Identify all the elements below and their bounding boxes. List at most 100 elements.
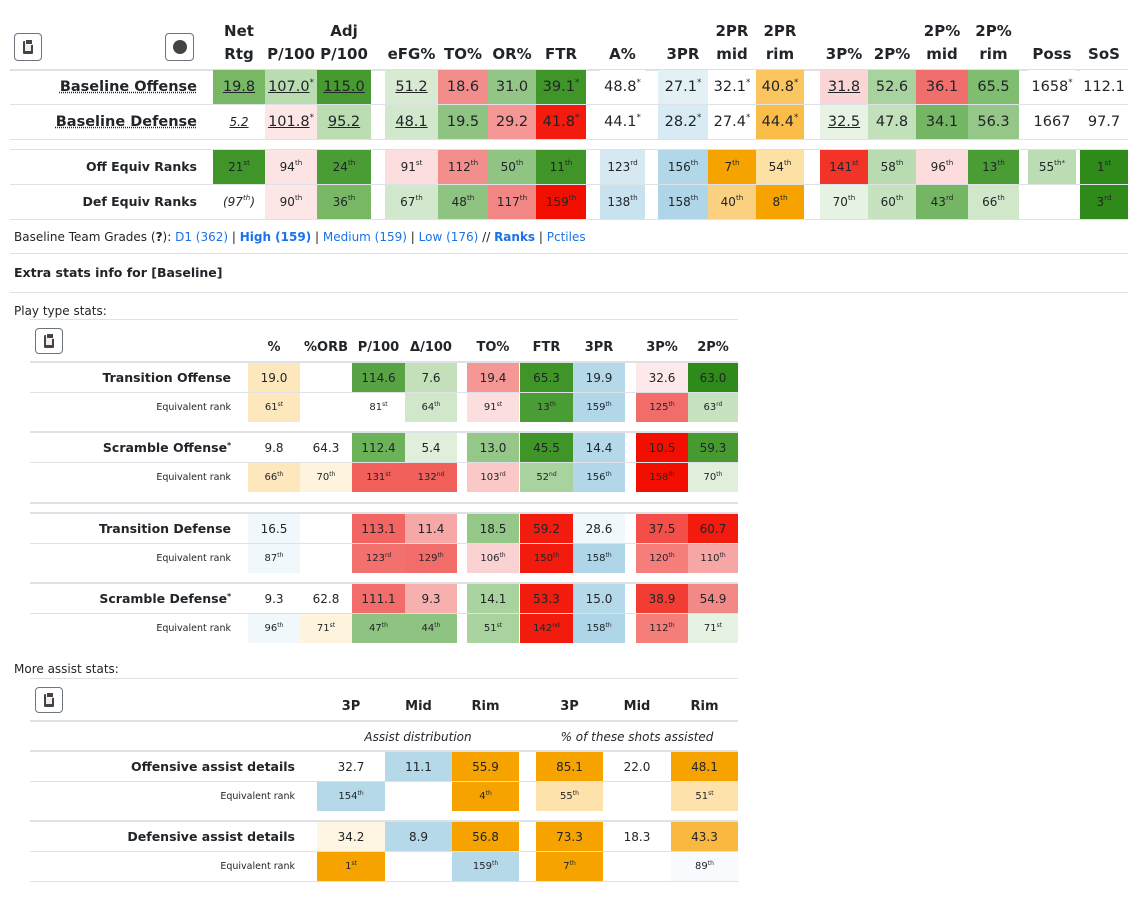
row-divider [10,104,1128,105]
column-header-line1 [600,20,645,43]
stat-cell: 55.9 [452,752,519,781]
stat-cell: 14.1 [467,584,519,613]
grades-help[interactable]: ? [155,230,163,244]
column-header: % [267,340,281,355]
clipboard-icon [44,691,54,707]
row-divider [30,361,738,363]
column-header: Mid [405,699,432,714]
column-header-line1: 2P% [975,22,1012,40]
cell-value: 59.2 [533,521,560,536]
cell-value: 7.6 [421,370,441,385]
cell-value: 51.2 [395,79,428,95]
stat-cell: 40.8 * [756,70,804,104]
stat-cell: 45.5 [520,433,573,462]
cell-value: 62.8 [312,591,340,606]
stat-cell: 56.3 [968,105,1019,139]
stat-cell: 34.2 [317,822,385,851]
separator: | [311,230,323,244]
stat-cell: 65.3 [520,363,573,392]
cell-value: 159 [545,195,569,209]
cell-value: 7 [724,160,733,174]
row-divider [30,392,738,393]
play-type-star: * [227,592,231,602]
play-type-label: Scramble Offense* [40,433,231,463]
column-header-line1 [385,20,438,43]
copy-assist-button[interactable] [35,687,63,713]
column-header: 3P% [820,14,868,66]
record-dot-icon [172,40,187,54]
cell-value: 21 [228,160,244,174]
cell-value: 51 [483,623,497,634]
snapshot-button[interactable] [165,33,194,61]
cell-value: 52.6 [875,79,909,95]
column-header-line1: Net [224,22,254,40]
copy-main-table-button[interactable] [14,33,42,61]
stat-cell: 114.6 [352,363,405,392]
column-header-line1 [438,20,488,43]
cell-value: 8 [772,195,781,209]
ranks-link[interactable]: Ranks [494,230,536,244]
cell-value: 66 [982,195,998,209]
stat-cell: 47.8 [868,105,916,139]
column-header-line2: P/100 [320,45,368,63]
cell-value: 85.1 [556,759,583,774]
cell-value: 40 [720,195,736,209]
column-header: Rim [471,699,500,714]
rank-cell: 55 th* [1028,150,1076,184]
stat-cell: 15.0 [573,584,625,613]
stat-cell: 16.5 [248,514,300,543]
stat-cell: 7.6 [405,363,457,392]
column-header-line1 [488,20,536,43]
cell-value: 65.3 [533,370,560,385]
column-header-line2: 3P% [825,45,863,63]
row-divider [30,750,738,752]
play-type-star: * [227,441,231,451]
cell-value: 19.9 [585,370,613,385]
shots-assisted-label: % of these shots assisted [560,730,714,744]
cell-value: 16.5 [260,521,288,536]
column-header-line1 [820,20,868,43]
column-header: 3P [341,699,361,714]
cell-value: 34.1 [925,114,959,130]
row-divider [10,139,1128,140]
cell-value: 141 [829,160,853,174]
cell-value: 156 [586,472,606,483]
cell-value: 129 [418,553,438,564]
play-type-title: Play type stats: [14,304,107,318]
grade-high-link[interactable]: High (159) [239,230,312,244]
grade-medium-link[interactable]: Medium (159) [322,230,407,244]
stat-cell: 27.4 * [708,105,756,139]
cell-value: 51 [695,791,709,802]
row-divider [30,582,738,584]
cell-value: 3 [1096,195,1105,209]
stat-cell: 107.0 * [265,70,317,104]
stat-cell: 53.3 [520,584,573,613]
grade-low-link[interactable]: Low (176) [418,230,479,244]
cell-value: 44.1 [604,114,637,130]
column-header: 3P [560,699,579,714]
column-header: SoS [1080,14,1128,66]
copy-play-type-button[interactable] [35,328,63,354]
stat-cell: 51.2 [385,70,438,104]
grade-d1-link[interactable]: D1 (362) [175,230,229,244]
stat-cell: 115.0 [317,70,371,104]
cell-value: 63 [703,402,717,413]
cell-value: 112.4 [361,440,396,455]
pctiles-link[interactable]: Pctiles [546,230,586,244]
cell-value: 27.1 [664,79,697,95]
